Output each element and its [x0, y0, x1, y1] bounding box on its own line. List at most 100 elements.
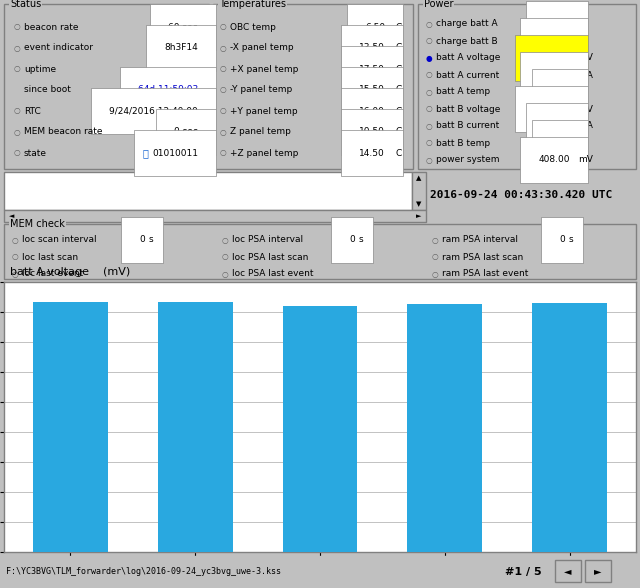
Text: ○: ○	[14, 106, 20, 115]
Text: 89.00: 89.00	[544, 19, 570, 28]
Text: 16.00: 16.00	[359, 106, 385, 115]
Text: MEM beacon rate: MEM beacon rate	[24, 128, 102, 136]
Text: 13.50: 13.50	[359, 44, 385, 52]
Text: Power: Power	[424, 0, 454, 9]
Text: ◄: ◄	[564, 566, 572, 576]
Text: ○: ○	[426, 36, 433, 45]
Bar	[408, 303, 483, 552]
Text: ram PSA interval: ram PSA interval	[442, 236, 518, 245]
Text: ○: ○	[220, 149, 227, 158]
Text: 0 sec: 0 sec	[174, 128, 198, 136]
Text: 4160.00: 4160.00	[532, 54, 570, 62]
Text: beacon rate: beacon rate	[24, 22, 79, 32]
Text: since boot: since boot	[24, 85, 71, 95]
Text: 01010011: 01010011	[152, 149, 198, 158]
Text: C: C	[395, 44, 401, 52]
Text: -X panel temp: -X panel temp	[230, 44, 294, 52]
Text: uptime: uptime	[24, 65, 56, 74]
Text: %: %	[578, 36, 587, 45]
Text: 15.50: 15.50	[359, 85, 385, 95]
Text: C: C	[395, 85, 401, 95]
Text: ○: ○	[14, 65, 20, 74]
Text: ○: ○	[222, 236, 228, 245]
Text: ○: ○	[426, 122, 433, 131]
Text: ○: ○	[222, 252, 228, 262]
Text: ○: ○	[220, 106, 227, 115]
Text: +Y panel temp: +Y panel temp	[230, 106, 298, 115]
Bar	[157, 302, 232, 552]
Text: loc last scan: loc last scan	[22, 252, 78, 262]
Text: charge batt A: charge batt A	[436, 19, 498, 28]
Text: s: s	[569, 236, 573, 245]
Text: 64d 11:59:03: 64d 11:59:03	[138, 85, 198, 95]
Text: Temperatures: Temperatures	[219, 0, 286, 9]
Text: batt A voltage    (mV): batt A voltage (mV)	[10, 267, 131, 277]
Text: ○: ○	[426, 88, 433, 96]
Text: ◄: ◄	[9, 213, 14, 219]
Text: 6.50: 6.50	[550, 139, 570, 148]
Text: -Y panel temp: -Y panel temp	[230, 85, 292, 95]
Text: mV: mV	[578, 54, 593, 62]
Text: ▲: ▲	[416, 175, 422, 181]
Text: ○: ○	[220, 65, 227, 74]
Text: ○: ○	[12, 252, 19, 262]
Text: 0: 0	[349, 236, 355, 245]
Text: ○: ○	[14, 128, 20, 136]
Text: batt B temp: batt B temp	[436, 139, 490, 148]
Text: C: C	[395, 106, 401, 115]
Text: 7.00: 7.00	[550, 88, 570, 96]
Text: ram PSA last event: ram PSA last event	[442, 269, 529, 279]
Text: 0: 0	[140, 236, 145, 245]
Text: loc PSA last event: loc PSA last event	[232, 269, 314, 279]
Text: C: C	[395, 65, 401, 74]
Text: mA: mA	[578, 71, 593, 79]
Text: ○: ○	[432, 252, 438, 262]
Text: batt A current: batt A current	[436, 71, 499, 79]
Bar	[532, 303, 607, 552]
Text: +X panel temp: +X panel temp	[230, 65, 298, 74]
Text: Status: Status	[10, 0, 41, 9]
Text: ○: ○	[222, 269, 228, 279]
Text: C: C	[395, 22, 401, 32]
Text: mV: mV	[578, 155, 593, 165]
Text: 14.50: 14.50	[359, 149, 385, 158]
Text: ○: ○	[426, 19, 433, 28]
Text: ○: ○	[426, 105, 433, 113]
Text: 17.50: 17.50	[359, 65, 385, 74]
Text: ○: ○	[14, 22, 20, 32]
Text: mV: mV	[578, 105, 593, 113]
Text: 9/24/2016 12:40:00: 9/24/2016 12:40:00	[109, 106, 198, 115]
Text: F:\YC3BVG\TLM_forwarder\log\2016-09-24_yc3bvg_uwe-3.kss: F:\YC3BVG\TLM_forwarder\log\2016-09-24_y…	[6, 567, 281, 576]
Text: 17.00: 17.00	[544, 122, 570, 131]
Text: MEM check: MEM check	[10, 219, 65, 229]
Text: ⓘ: ⓘ	[143, 148, 149, 158]
Text: batt B voltage: batt B voltage	[436, 105, 500, 113]
Text: ○: ○	[426, 139, 433, 148]
Text: loc scan interval: loc scan interval	[22, 236, 97, 245]
Text: %: %	[578, 19, 587, 28]
Text: ○: ○	[220, 85, 227, 95]
Text: #1 / 5: #1 / 5	[505, 567, 541, 577]
Text: batt A voltage: batt A voltage	[436, 54, 500, 62]
Text: C: C	[395, 149, 401, 158]
Text: 8h3F14: 8h3F14	[164, 44, 198, 52]
Text: ○: ○	[14, 149, 20, 158]
Text: ▼: ▼	[416, 201, 422, 207]
Text: loc PSA interval: loc PSA interval	[232, 236, 303, 245]
Text: C: C	[395, 128, 401, 136]
Text: ram PSA last scan: ram PSA last scan	[442, 252, 524, 262]
Text: state: state	[24, 149, 47, 158]
Text: 2016-09-24 00:43:30.420 UTC: 2016-09-24 00:43:30.420 UTC	[430, 190, 612, 200]
Text: ○: ○	[432, 236, 438, 245]
Text: 134.00: 134.00	[538, 71, 570, 79]
Text: ○: ○	[432, 269, 438, 279]
Text: C: C	[578, 139, 584, 148]
Text: ○: ○	[12, 236, 19, 245]
Text: loc PSA last scan: loc PSA last scan	[232, 252, 308, 262]
Text: C: C	[578, 88, 584, 96]
Text: mA: mA	[578, 122, 593, 131]
Text: ○: ○	[220, 44, 227, 52]
Text: batt A temp: batt A temp	[436, 88, 490, 96]
Text: batt B current: batt B current	[436, 122, 499, 131]
Text: ○: ○	[220, 22, 227, 32]
